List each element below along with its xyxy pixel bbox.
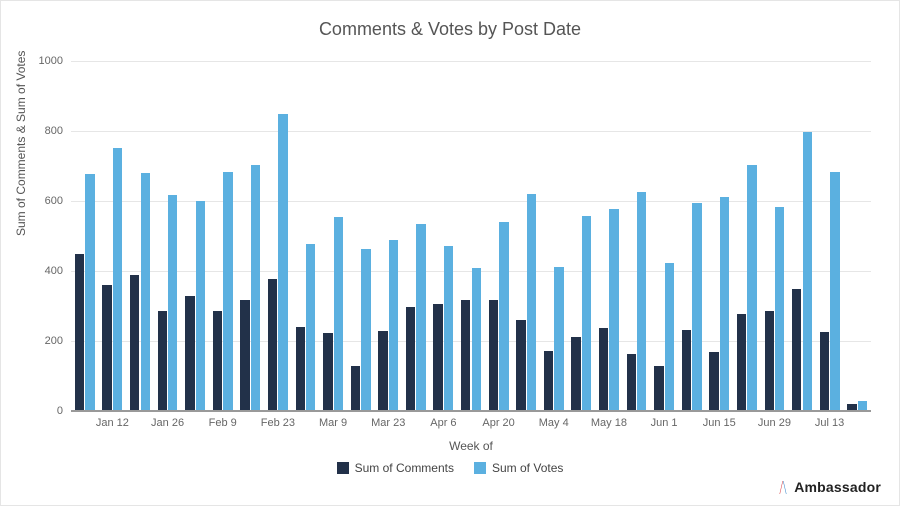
bar xyxy=(141,173,150,411)
bar xyxy=(489,300,498,411)
x-tick-label: Apr 20 xyxy=(482,417,514,429)
y-tick-label: 400 xyxy=(31,265,63,277)
legend-swatch xyxy=(337,462,349,474)
legend-label: Sum of Comments xyxy=(355,461,454,475)
bar xyxy=(196,201,205,411)
legend-label: Sum of Votes xyxy=(492,461,563,475)
brand-icon xyxy=(776,479,790,495)
bar xyxy=(682,330,691,411)
bar xyxy=(306,244,315,411)
chart-title: Comments & Votes by Post Date xyxy=(1,1,899,40)
legend-swatch xyxy=(474,462,486,474)
x-tick-label: Jun 15 xyxy=(703,417,736,429)
bar xyxy=(102,285,111,411)
bar xyxy=(361,249,370,411)
bar xyxy=(223,172,232,411)
brand-text: Ambassador xyxy=(794,479,881,495)
bar xyxy=(251,165,260,411)
bar xyxy=(85,174,94,411)
x-tick-label: Feb 23 xyxy=(261,417,295,429)
bar xyxy=(544,351,553,411)
x-axis-baseline xyxy=(71,410,871,411)
bar xyxy=(627,354,636,411)
bar xyxy=(433,304,442,411)
x-axis-label: Week of xyxy=(71,439,871,453)
bar xyxy=(389,240,398,411)
y-tick-label: 1000 xyxy=(31,55,63,67)
bar xyxy=(737,314,746,411)
bar xyxy=(130,275,139,411)
bar xyxy=(240,300,249,411)
plot-area: 02004006008001000 Jan 12Jan 26Feb 9Feb 2… xyxy=(71,61,871,411)
gridline xyxy=(71,411,871,412)
x-tick-label: Feb 9 xyxy=(209,417,237,429)
x-tick-label: Jan 26 xyxy=(151,417,184,429)
bar xyxy=(334,217,343,411)
bar xyxy=(582,216,591,411)
bar xyxy=(637,192,646,411)
legend: Sum of Comments Sum of Votes xyxy=(1,461,899,477)
x-tick-label: Jul 13 xyxy=(815,417,844,429)
bar xyxy=(472,268,481,411)
bar xyxy=(554,267,563,411)
bar xyxy=(527,194,536,411)
bar xyxy=(830,172,839,411)
y-tick-label: 600 xyxy=(31,195,63,207)
bar xyxy=(803,132,812,411)
bar xyxy=(747,165,756,411)
y-tick-label: 0 xyxy=(31,405,63,417)
bar xyxy=(416,224,425,411)
bar xyxy=(820,332,829,411)
bar xyxy=(213,311,222,411)
bar xyxy=(499,222,508,411)
bar xyxy=(599,328,608,411)
bars xyxy=(71,61,871,411)
bar xyxy=(720,197,729,411)
bar xyxy=(709,352,718,412)
bar xyxy=(75,254,84,412)
bar xyxy=(571,337,580,411)
x-tick-label: Jun 1 xyxy=(651,417,678,429)
y-axis-label: Sum of Comments & Sum of Votes xyxy=(14,51,28,236)
bar xyxy=(765,311,774,411)
x-tick-label: Mar 9 xyxy=(319,417,347,429)
bar xyxy=(268,279,277,411)
x-tick-label: May 4 xyxy=(539,417,569,429)
bar xyxy=(351,366,360,411)
bar xyxy=(516,320,525,411)
bar xyxy=(158,311,167,411)
y-tick-label: 200 xyxy=(31,335,63,347)
bar xyxy=(296,327,305,411)
x-tick-label: Apr 6 xyxy=(430,417,456,429)
y-tick-label: 800 xyxy=(31,125,63,137)
x-tick-label: Mar 23 xyxy=(371,417,405,429)
bar xyxy=(609,209,618,411)
bar xyxy=(461,300,470,411)
bar xyxy=(323,333,332,411)
bar xyxy=(185,296,194,412)
brand-logo: Ambassador xyxy=(776,479,881,495)
bar xyxy=(113,148,122,411)
x-tick-label: Jun 29 xyxy=(758,417,791,429)
legend-item: Sum of Votes xyxy=(474,461,563,475)
x-tick-label: May 18 xyxy=(591,417,627,429)
legend-item: Sum of Comments xyxy=(337,461,454,475)
bar xyxy=(654,366,663,411)
bar xyxy=(444,246,453,411)
bar xyxy=(692,203,701,411)
bar xyxy=(792,289,801,411)
bar xyxy=(168,195,177,411)
bar xyxy=(406,307,415,411)
chart-container: Comments & Votes by Post Date Sum of Com… xyxy=(0,0,900,506)
bar xyxy=(378,331,387,411)
bar xyxy=(665,263,674,411)
x-tick-label: Jan 12 xyxy=(96,417,129,429)
bar xyxy=(278,114,287,412)
bar xyxy=(775,207,784,411)
